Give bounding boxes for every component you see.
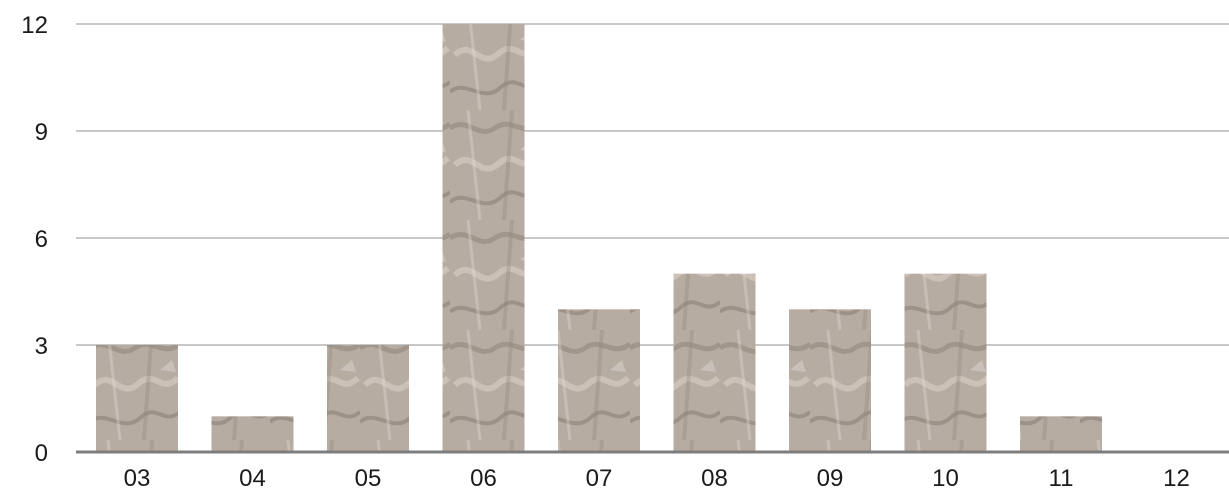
y-tick-label: 12 bbox=[21, 12, 48, 39]
x-tick-label-03: 03 bbox=[124, 465, 151, 492]
x-tick-label-08: 08 bbox=[701, 465, 728, 492]
x-tick-label-06: 06 bbox=[470, 465, 497, 492]
x-axis-ticks: 03 04 05 06 07 08 09 10 11 12 bbox=[124, 465, 1190, 492]
y-tick-label: 0 bbox=[35, 440, 48, 467]
bar-05 bbox=[327, 345, 409, 452]
x-tick-label-05: 05 bbox=[355, 465, 382, 492]
x-tick-label-09: 09 bbox=[817, 465, 844, 492]
x-tick-label-04: 04 bbox=[239, 465, 266, 492]
x-tick-label-11: 11 bbox=[1049, 465, 1074, 492]
bar-03 bbox=[96, 345, 178, 452]
x-tick-label-07: 07 bbox=[586, 465, 613, 492]
bar-11 bbox=[1020, 416, 1102, 452]
x-tick-label-10: 10 bbox=[932, 465, 959, 492]
x-tick-label-12: 12 bbox=[1163, 465, 1190, 492]
bar-06 bbox=[442, 24, 525, 452]
bar-10 bbox=[904, 273, 987, 452]
y-tick-label: 6 bbox=[35, 226, 48, 253]
y-tick-label: 9 bbox=[35, 119, 48, 146]
bar-09 bbox=[789, 309, 871, 452]
y-axis-ticks: 0 3 6 9 12 bbox=[21, 12, 48, 467]
bar-07 bbox=[558, 309, 640, 452]
bars bbox=[96, 24, 1102, 452]
y-tick-label: 3 bbox=[35, 333, 48, 360]
gridlines bbox=[76, 23, 1229, 346]
bar-08 bbox=[673, 273, 756, 452]
bar-04 bbox=[211, 416, 294, 452]
